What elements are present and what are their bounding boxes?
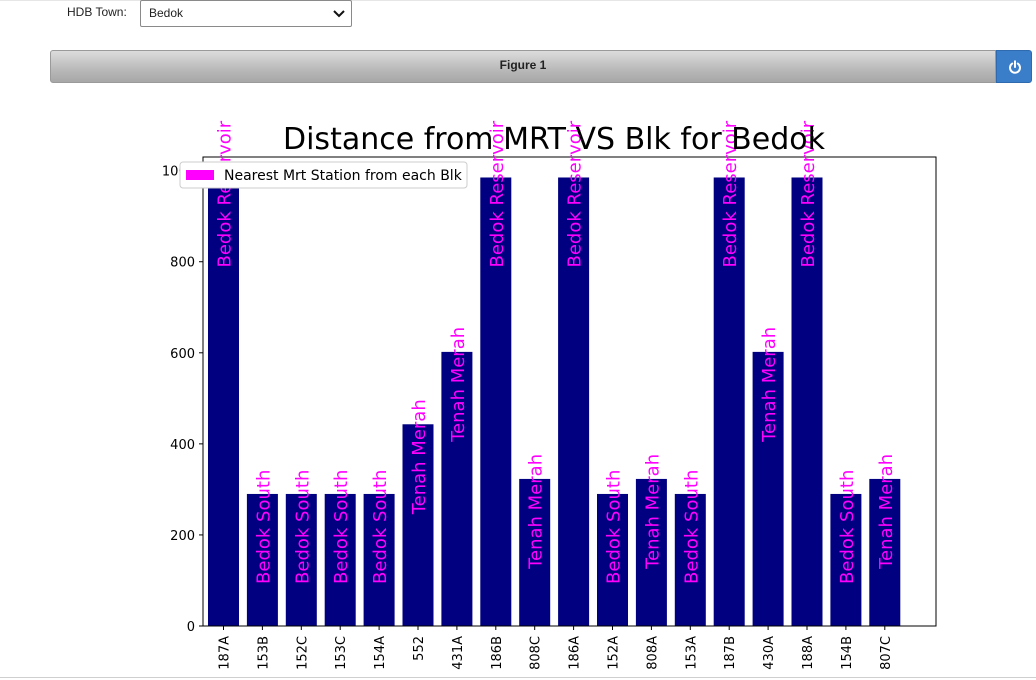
bar [674, 493, 706, 626]
bar [597, 493, 628, 626]
bar-data-label: Bedok Reservoir [487, 120, 508, 267]
x-tick-label: 186B [490, 636, 505, 670]
x-tick-label: 431A [451, 636, 466, 670]
legend-swatch [186, 170, 214, 180]
x-tick-label: 154B [840, 636, 855, 670]
x-tick-label: 152A [607, 636, 622, 670]
bar [558, 177, 590, 626]
y-tick-label: 800 [170, 256, 195, 271]
x-tick-label: 154A [373, 636, 388, 670]
bar-data-label: Bedok South [837, 470, 858, 584]
x-tick-label: 808A [645, 636, 660, 670]
x-tick-label: 153A [684, 636, 699, 670]
bar-data-label: Bedok Reservoir [720, 120, 741, 267]
town-select-value: Bedok [149, 6, 184, 20]
bar-data-label: Tenah Merah [409, 399, 430, 515]
bar [791, 177, 823, 626]
bar-data-label: Tenah Merah [526, 454, 547, 570]
bar [363, 493, 395, 626]
y-tick-label: 0 [187, 620, 195, 635]
bar [869, 478, 901, 626]
bar-data-label: Bedok Reservoir [215, 120, 236, 267]
bar [324, 493, 356, 626]
bar-data-label: Bedok South [370, 470, 391, 584]
x-tick-label: 187B [723, 636, 738, 670]
x-tick-label: 153C [334, 636, 349, 670]
x-tick-label: 186A [568, 636, 583, 670]
bottom-divider [0, 677, 1036, 678]
bar-data-label: Bedok South [604, 470, 625, 584]
bar-labels-group: Bedok Reservoir Bedok South Bedok South Bed… [215, 120, 897, 584]
bar [752, 351, 784, 626]
x-tick-label: 807C [879, 636, 894, 670]
bar [830, 493, 862, 626]
x-tick-label: 187A [218, 636, 233, 670]
figure-title-bar: Figure 1 [50, 50, 996, 83]
chevron-down-icon [333, 10, 345, 18]
x-axis: 187A 153B 152C 153C 154A 552 431A 186B 808C 186A 1… [218, 626, 894, 670]
bar-data-label: Bedok South [253, 470, 274, 584]
bar-data-label: Tenah Merah [448, 327, 469, 443]
x-tick-label: 153B [256, 636, 271, 670]
top-divider [0, 0, 1036, 1]
chart-title: Distance from MRT VS Blk for Bedok [283, 122, 826, 157]
y-tick-label: 600 [170, 347, 195, 362]
bar-data-label: Bedok Reservoir [798, 120, 819, 267]
bar [285, 493, 317, 626]
legend-box [179, 161, 468, 189]
x-tick-label: 430A [762, 636, 777, 670]
x-tick-label: 552 [412, 636, 427, 661]
bar-data-label: Tenah Merah [876, 454, 897, 570]
bar [441, 351, 473, 626]
bar [635, 478, 667, 626]
bar [519, 478, 551, 626]
bar-data-label: Bedok South [331, 470, 352, 584]
bar-data-label: Tenah Merah [642, 454, 663, 570]
legend: Nearest Mrt Station from each Blk [179, 161, 468, 189]
bar-data-label: Bedok South [681, 470, 702, 584]
power-button[interactable] [996, 50, 1032, 83]
power-icon [1009, 60, 1021, 74]
x-tick-label: 152C [295, 636, 310, 670]
bar-data-label: Tenah Merah [759, 327, 780, 443]
bar [402, 424, 434, 626]
plot-frame [202, 156, 937, 627]
y-tick-label: 200 [170, 529, 195, 544]
y-tick-label: 400 [170, 438, 195, 453]
bar-data-label: Bedok South [292, 470, 313, 584]
bar-data-label: Bedok Reservoir [565, 120, 586, 267]
bar [208, 177, 239, 626]
bar [480, 177, 512, 626]
town-select[interactable]: Bedok [140, 0, 352, 27]
town-label: HDB Town: [67, 5, 127, 19]
bars-group [208, 177, 901, 626]
bar [713, 177, 745, 626]
x-tick-label: 808C [529, 636, 544, 670]
legend-label: Nearest Mrt Station from each Blk [224, 168, 463, 184]
bar [246, 493, 278, 626]
x-tick-label: 188A [801, 636, 816, 670]
figure-title: Figure 1 [499, 58, 547, 72]
